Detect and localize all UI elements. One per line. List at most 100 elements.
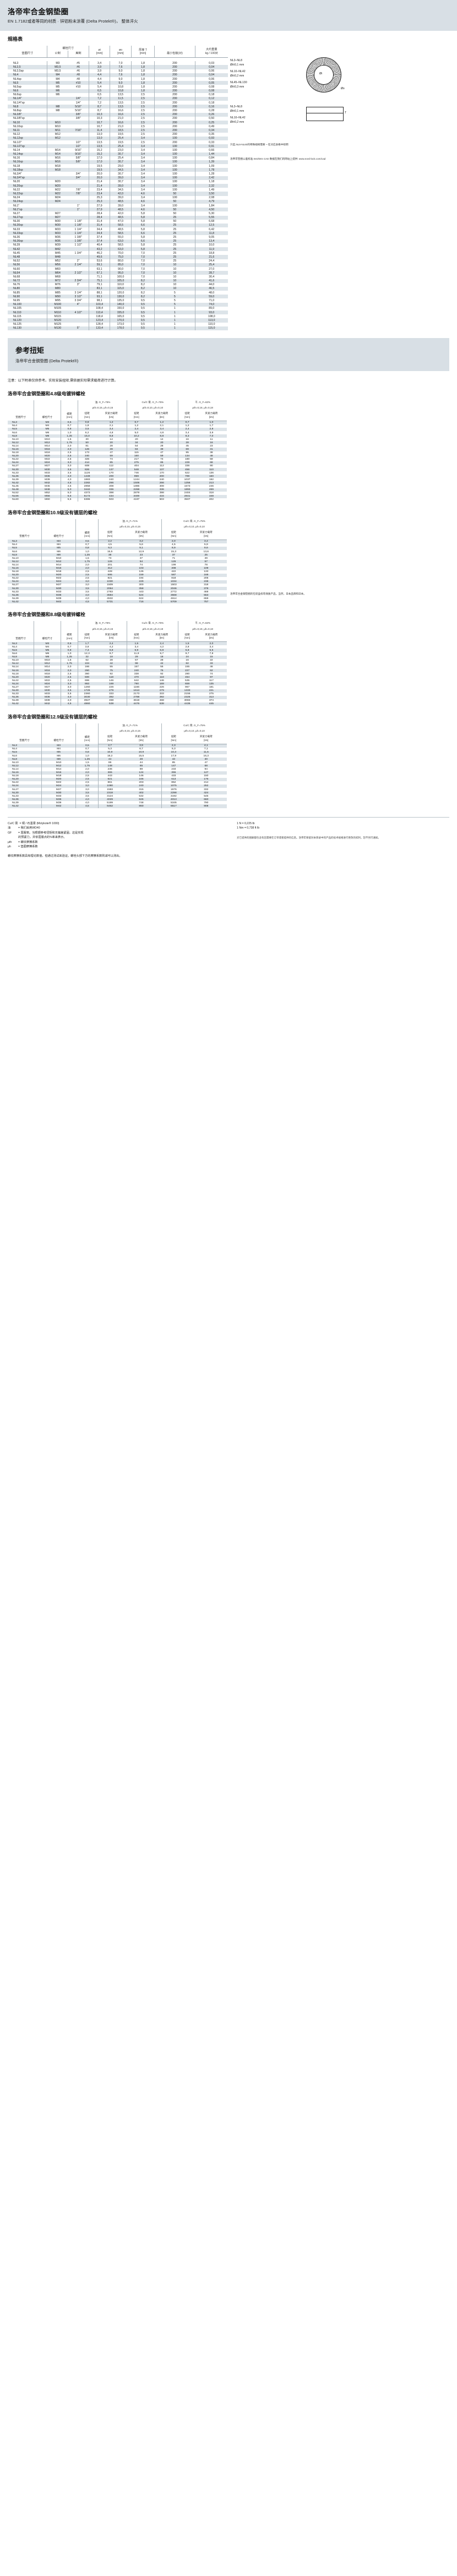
cell: 1 xyxy=(154,311,195,315)
cell: NL8 xyxy=(12,553,17,557)
col-clamp-load: 夹紧力载荷 [kN] xyxy=(185,530,227,540)
cell: 25 xyxy=(154,251,195,255)
cell: 3619 xyxy=(127,699,146,702)
cell: NL36 xyxy=(13,236,20,239)
cell: 266 xyxy=(159,481,164,484)
cell: NL3 xyxy=(13,61,19,65)
cell: NL8 xyxy=(13,105,19,108)
cell: 100 xyxy=(154,172,195,176)
cell: 538 xyxy=(109,702,114,706)
cell: NL5 xyxy=(13,81,19,85)
friction-coefficients: μth=0,18, μh=0,18 xyxy=(127,627,178,633)
cell: 214 xyxy=(204,781,209,785)
cell: NL42 xyxy=(13,247,20,251)
table-row: NL24sp M24 25,3 48,5 4,6 50 4,79 xyxy=(8,199,228,204)
cell: 2,4 xyxy=(160,642,164,645)
cell: 2772 xyxy=(161,590,186,594)
cell: NL10 xyxy=(13,121,20,124)
torque-group-header: 油, G_F=71% xyxy=(98,723,162,729)
cell: 2,5 xyxy=(75,570,99,574)
table-row: NL48 M48 5,0 3442 336 2268 336 1893 269 xyxy=(8,488,227,492)
cell: 398 xyxy=(109,492,114,495)
cell: 74 xyxy=(210,672,213,676)
table-row: NL10 M10 1,5 30 14 20 14 16 11 xyxy=(8,438,227,442)
cell: 39,0 xyxy=(110,195,132,200)
cell: 159 xyxy=(139,574,144,577)
cell: 0,08 xyxy=(194,89,228,93)
cell: 0,5 xyxy=(75,540,99,543)
cell: 28,7 xyxy=(194,271,228,275)
cell: M80 xyxy=(47,286,68,291)
cell: NL6 xyxy=(13,89,19,93)
cell: 112 xyxy=(109,465,114,468)
table-row: NL52 M52 2" 53,6 80,0 7,0 25 24,4 xyxy=(8,259,228,263)
cell: NL18 xyxy=(12,451,19,455)
table-row: NL10 M10 1,5 73 37 71 39 xyxy=(8,557,227,560)
cell: 863 xyxy=(78,682,96,686)
cell: NL14 xyxy=(12,444,19,448)
cell: 2,5 xyxy=(130,128,155,133)
cell: 89 xyxy=(139,767,143,771)
table-row: NL4 M4 0,7 1,8 2,1 1,2 2,1 1,2 1,7 xyxy=(8,424,227,428)
cell: 6,42 xyxy=(194,227,228,232)
cell: 137 xyxy=(109,468,114,471)
cell: NL8 xyxy=(12,656,17,659)
cell: 20,0 xyxy=(88,172,110,176)
cell: 0,5 xyxy=(75,744,99,748)
table-row: NL8 M8 1,25 38 23 37 25 xyxy=(8,553,227,557)
cell: 0,06 xyxy=(194,69,228,73)
cell: 23,0 xyxy=(110,148,132,153)
cell: 92 xyxy=(160,672,164,676)
spec-section: 规格表 垫圈尺寸 螺栓尺寸 øi [mm] øo [mm] 厚度 T [mm] xyxy=(0,31,457,595)
cell: M18 xyxy=(34,672,61,676)
friction-coefficients: μth=0,15, μh=0,15 xyxy=(78,406,127,412)
cell: NL36 xyxy=(12,798,19,801)
cell: 2,5 xyxy=(60,679,78,683)
cell: 75,0 xyxy=(110,255,132,259)
cell: 16 xyxy=(178,658,196,662)
cell: 5,9 xyxy=(204,543,208,547)
cell: 336 xyxy=(178,464,196,468)
cell: 25 xyxy=(154,239,195,243)
cell: 275 xyxy=(209,693,214,696)
cell xyxy=(47,101,68,105)
cell: NL24 xyxy=(12,461,19,465)
cell: 21,6 xyxy=(194,255,228,259)
col-bolt-size: 螺栓尺寸 xyxy=(34,400,61,421)
cell: 240 xyxy=(159,478,164,481)
cell: 24,4 xyxy=(194,259,228,263)
cell: M11 xyxy=(47,128,68,133)
cell: 5,8 xyxy=(130,235,155,239)
cell: NL27 xyxy=(12,788,19,791)
cell: 57 xyxy=(127,658,146,662)
cell: 69 xyxy=(178,448,196,451)
cell: M14 xyxy=(34,665,61,669)
cell: 126 xyxy=(161,560,186,564)
web-note: 洛帝牢垫圈公差标准:ISO/DIS CAD 数据在我们的网站上提供: www.n… xyxy=(230,157,326,160)
cell: 59,0 xyxy=(194,295,228,299)
cell: 1,8 xyxy=(130,61,155,66)
cell: 3083 xyxy=(178,699,196,702)
cell: 3124 xyxy=(98,794,121,798)
cell: 25,3 xyxy=(88,195,110,200)
cell: 28 xyxy=(160,659,164,662)
cell: 4,0 xyxy=(60,695,78,699)
cell: 200 xyxy=(154,81,195,85)
cell: 2046 xyxy=(161,587,186,591)
table-row: NL22 M22 7/8" 23,4 34,5 3,4 100 1,49 xyxy=(8,188,228,192)
cell: 7,0 xyxy=(130,263,155,267)
cell: 39 xyxy=(204,557,208,560)
cell: 8,2 xyxy=(130,286,155,291)
table-row: NL16 M16 2,0 126 39 84 39 69 31 xyxy=(8,448,227,451)
cell: 468 xyxy=(159,699,164,702)
cell: 3 3/4" xyxy=(74,299,82,303)
col-washer-size: 垫圈尺寸 xyxy=(8,46,47,58)
cell: 8,9 xyxy=(161,546,186,550)
cell: 21,0 xyxy=(110,116,132,121)
cell: 3,0 xyxy=(60,464,78,468)
cell: 200 xyxy=(154,140,195,145)
cell: 200 xyxy=(154,132,195,137)
cell: 470 xyxy=(127,676,146,679)
cell: 279 xyxy=(109,689,114,693)
cell: 17,9 xyxy=(161,754,186,758)
